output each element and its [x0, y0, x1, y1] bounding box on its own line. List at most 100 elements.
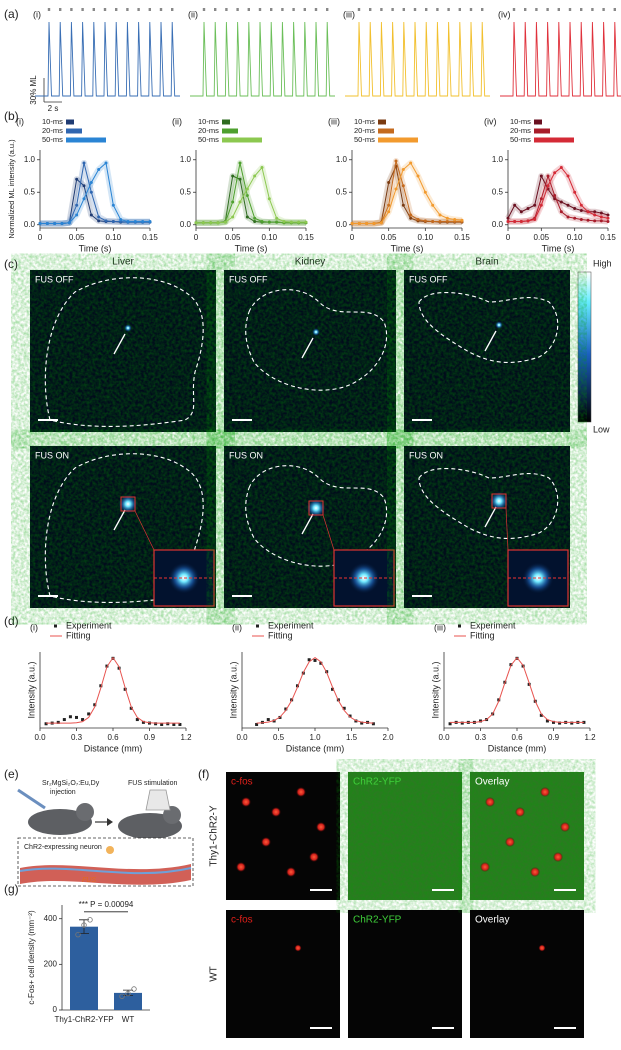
y-tick-label: 0.5	[180, 187, 192, 196]
stimulus-marker	[171, 8, 174, 11]
data-point	[387, 210, 391, 214]
column-title: Kidney	[295, 257, 326, 268]
data-point	[119, 218, 123, 222]
y-axis-label: Normalized ML intensity (a.u.)	[7, 139, 16, 239]
data-point	[559, 166, 563, 170]
panel-labels: (a) (b) (c) (d) (e) (f) (g)	[4, 7, 209, 896]
stimulus-marker	[546, 8, 549, 11]
data-point	[401, 168, 405, 171]
stimulus-marker	[402, 8, 405, 11]
legend-swatch	[54, 624, 57, 628]
stimulus-marker	[481, 8, 484, 11]
stimulus-marker	[247, 8, 250, 11]
ml-trace	[35, 21, 180, 97]
data-point	[89, 181, 93, 184]
bar	[70, 926, 98, 1010]
data-point	[506, 216, 510, 220]
legend-label: 20-ms	[198, 126, 219, 135]
data-point	[372, 221, 376, 225]
arrow	[113, 509, 126, 531]
data-point	[479, 719, 482, 723]
y-axis-label: Intensity (a.u.)	[26, 661, 36, 718]
data-point	[371, 722, 375, 726]
schematic-text: FUS stimulation	[128, 780, 178, 787]
x-axis-label: Time (s)	[235, 243, 268, 253]
data-point	[260, 166, 264, 170]
data-line	[507, 174, 609, 219]
stimulus-marker	[580, 8, 583, 11]
subpanel-label: (ii)	[188, 9, 198, 19]
schematic-text: ChR2-expressing neuron	[24, 844, 102, 851]
channel-label: Overlay	[475, 777, 509, 788]
stimulus-marker	[236, 8, 239, 11]
mouse-head	[163, 806, 181, 824]
data-point	[350, 221, 354, 225]
data-point	[519, 220, 523, 223]
image-noise	[30, 270, 216, 432]
subpanel-label: (i)	[33, 9, 41, 19]
data-point	[141, 720, 145, 724]
stimulus-marker	[613, 8, 616, 11]
yfp-texture	[348, 772, 462, 900]
data-point	[599, 211, 603, 215]
cfos-cell	[553, 852, 563, 862]
data-point	[141, 220, 145, 223]
arrow-head	[107, 818, 113, 826]
image-panel: c-fos	[226, 910, 340, 1038]
legend-label: 20-ms	[354, 126, 375, 135]
cfos-cell	[505, 837, 515, 847]
data-point	[579, 208, 583, 212]
schematic-text: injection	[50, 789, 76, 796]
data-point	[559, 200, 563, 204]
cfos-cell	[540, 787, 550, 797]
subplot-label: (i)	[16, 116, 24, 126]
roi-box	[491, 493, 507, 509]
stimulus-marker	[326, 8, 329, 11]
data-point	[253, 174, 257, 178]
signal-spot	[118, 494, 138, 514]
image	[226, 772, 340, 900]
scale-bar: 30% ML 2 s	[29, 75, 62, 113]
x-tick-label: 0.15	[600, 233, 616, 242]
data-point	[67, 221, 71, 225]
data-point	[423, 219, 427, 223]
cfos-cell	[236, 862, 246, 872]
data-line	[196, 166, 306, 224]
data-point	[566, 215, 570, 219]
data-point	[87, 712, 91, 716]
y-axis-label: Intensity (a.u.)	[228, 661, 238, 718]
x-tick-label: WT	[122, 1015, 135, 1024]
x-axis-label: Time (s)	[542, 243, 575, 253]
y-tick-label: 1.0	[336, 155, 348, 164]
data-point	[599, 219, 603, 223]
condition-label: FUS ON	[409, 450, 443, 460]
stimulus-marker	[380, 8, 383, 11]
image	[470, 910, 584, 1038]
data-point	[111, 220, 115, 223]
data-point	[75, 931, 81, 938]
legend-label: 50-ms	[198, 135, 219, 144]
panel-label: (b)	[4, 109, 19, 123]
cfos-cell	[261, 837, 271, 847]
data-point	[423, 190, 427, 194]
subplot-label: (ii)	[232, 622, 242, 632]
data-point	[448, 722, 452, 726]
data-point	[379, 221, 383, 225]
stimulus-marker	[59, 8, 62, 11]
stimulus-marker	[292, 8, 295, 11]
data-point	[409, 216, 413, 220]
annotation: *** P = 0.00094	[79, 900, 134, 909]
data-point	[231, 200, 235, 204]
stimulus-marker	[258, 8, 262, 11]
data-point	[60, 221, 64, 225]
x-tick-label: 0.15	[142, 233, 158, 242]
data-point	[216, 221, 220, 225]
data-point	[313, 658, 317, 662]
x-tick-label: Thy1-ChR2-YFP	[54, 1015, 113, 1024]
data-point	[125, 990, 131, 997]
y-tick-label: 0.0	[336, 220, 348, 229]
x-tick-label: 0.10	[262, 233, 278, 242]
data-point	[331, 687, 335, 691]
x-axis-label: Time (s)	[391, 243, 424, 253]
